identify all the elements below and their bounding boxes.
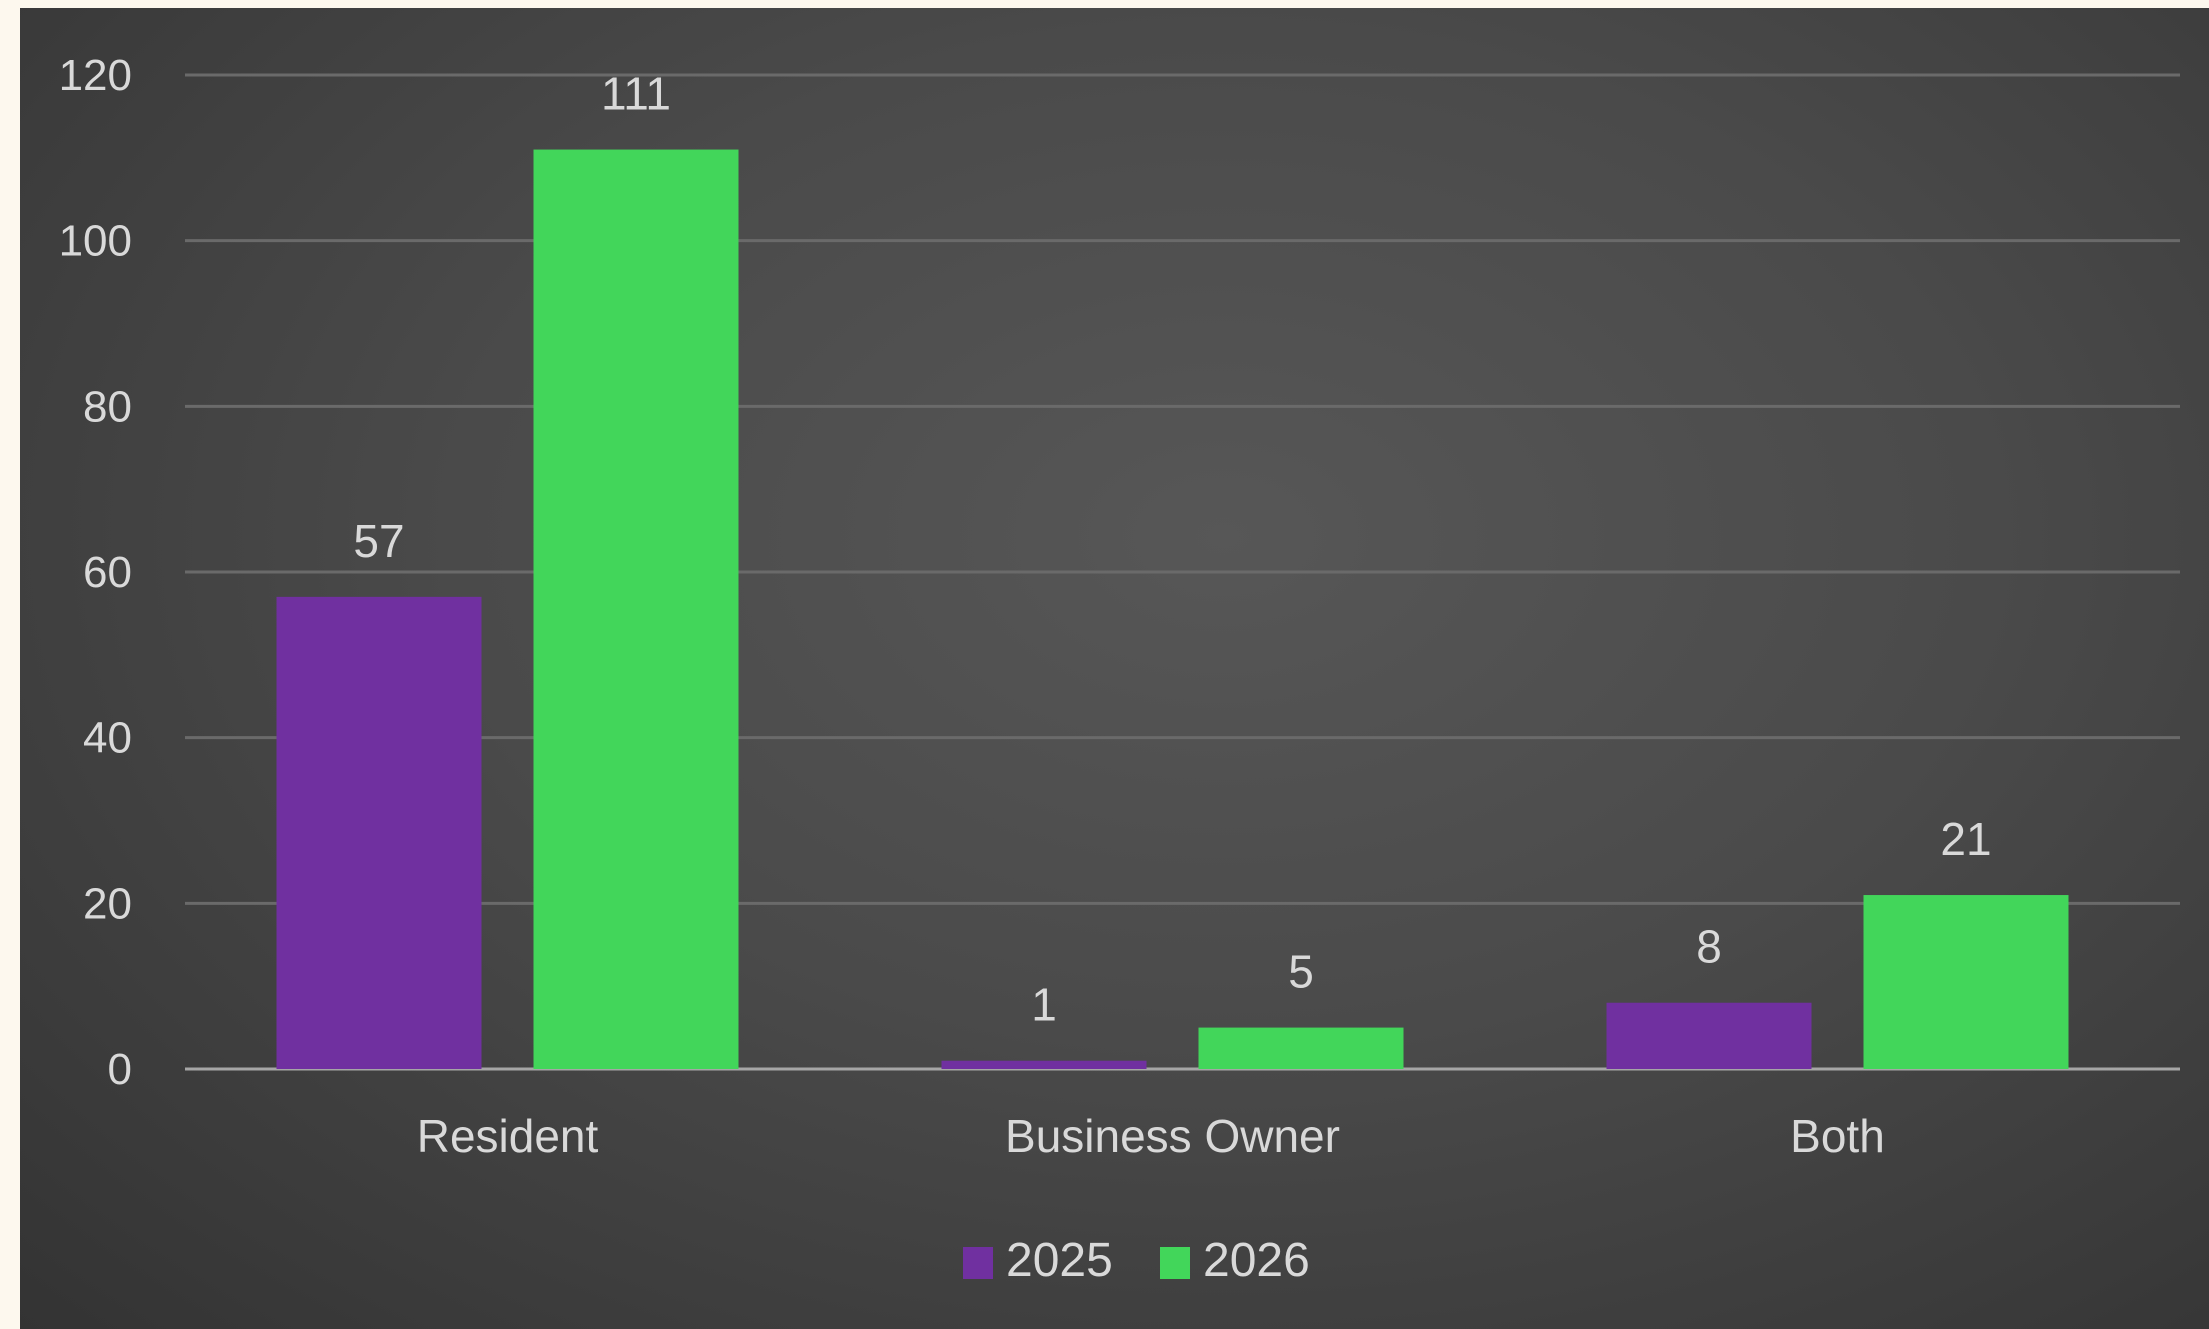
data-label: 21 [1940, 813, 1991, 865]
y-axis-ticks: 0 20 40 60 80 100 120 [59, 51, 132, 1094]
y-tick-label: 120 [59, 51, 132, 100]
bar-2026-resident [533, 149, 739, 1070]
data-label: 8 [1696, 921, 1722, 973]
category-label: Both [1790, 1110, 1885, 1162]
y-tick-label: 0 [108, 1045, 132, 1094]
legend-label: 2026 [1203, 1234, 1310, 1287]
data-label: 5 [1288, 946, 1314, 998]
y-tick-label: 20 [83, 879, 132, 928]
y-tick-label: 80 [83, 382, 132, 431]
bar-2025-resident [276, 596, 482, 1069]
y-tick-label: 40 [83, 714, 132, 763]
legend-label: 2025 [1006, 1234, 1113, 1287]
bars [276, 149, 2069, 1070]
bar-2025-both [1606, 1002, 1812, 1069]
data-label: 1 [1031, 979, 1057, 1031]
gridlines [185, 73, 2180, 1071]
legend-swatch-2025 [963, 1247, 993, 1279]
legend-swatch-2026 [1160, 1247, 1190, 1279]
legend: 2025 2026 [963, 1234, 1310, 1287]
data-label: 111 [601, 68, 671, 120]
bar-2025-business-owner [941, 1060, 1147, 1069]
x-axis-categories: Resident Business Owner Both [417, 1110, 1885, 1162]
y-tick-label: 60 [83, 548, 132, 597]
data-label: 57 [353, 515, 404, 567]
y-tick-label: 100 [59, 217, 132, 266]
bar-2026-both [1863, 895, 2069, 1069]
category-label: Business Owner [1005, 1110, 1340, 1162]
bar-2026-business-owner [1198, 1027, 1404, 1069]
category-label: Resident [417, 1110, 599, 1162]
